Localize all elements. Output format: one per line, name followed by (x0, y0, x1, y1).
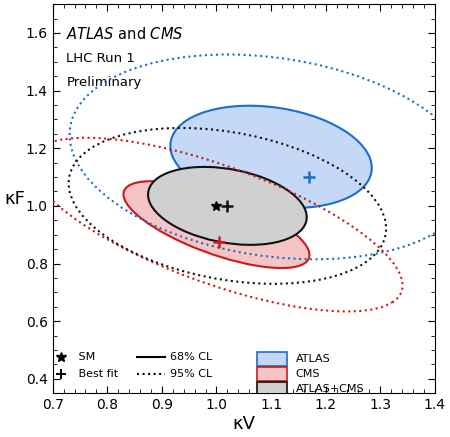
X-axis label: κV: κV (232, 415, 255, 433)
Text: CMS: CMS (296, 368, 320, 378)
Text: ATLAS+CMS: ATLAS+CMS (296, 384, 364, 394)
Ellipse shape (148, 167, 307, 245)
Text: Best fit: Best fit (75, 369, 117, 379)
Text: 68% CL: 68% CL (170, 352, 212, 362)
Text: LHC Run 1: LHC Run 1 (66, 52, 135, 65)
Bar (257, 367, 288, 381)
Text: Preliminary: Preliminary (66, 76, 142, 89)
Bar (257, 352, 288, 365)
Ellipse shape (123, 181, 310, 268)
Text: 95% CL: 95% CL (170, 369, 212, 379)
Text: ATLAS: ATLAS (296, 354, 330, 364)
Bar (257, 382, 288, 395)
Y-axis label: κF: κF (4, 190, 25, 208)
Text: $\mathbf{\it{ATLAS}}$ and $\mathbf{\it{CMS}}$: $\mathbf{\it{ATLAS}}$ and $\mathbf{\it{C… (66, 26, 184, 42)
Text: SM: SM (75, 352, 95, 362)
Ellipse shape (171, 106, 372, 208)
